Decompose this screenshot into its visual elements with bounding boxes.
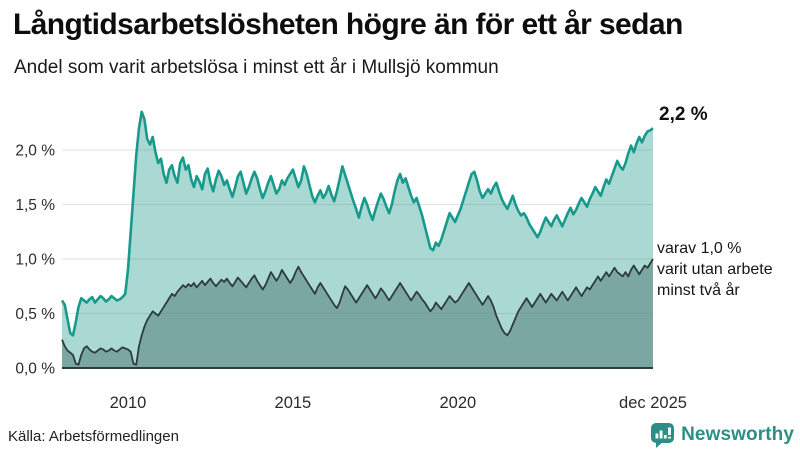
newsworthy-brand-link[interactable]: Newsworthy: [650, 422, 794, 448]
latest-value-annotation: 2,2 %: [659, 104, 708, 125]
y-axis-tick-label: 0,5 %: [15, 306, 55, 323]
two-year-series-annotation: varav 1,0 % varit utan arbete minst två …: [657, 238, 773, 301]
y-axis-tick-label: 2,0 %: [15, 143, 55, 160]
y-axis-tick-label: 1,0 %: [15, 252, 55, 269]
annotation-line: minst två år: [657, 282, 740, 299]
source-credit: Källa: Arbetsförmedlingen: [8, 428, 179, 445]
annotation-line: varit utan arbete: [657, 261, 773, 278]
y-axis-tick-label: 1,5 %: [15, 197, 55, 214]
page-title: Långtidsarbetslösheten högre än för ett …: [13, 8, 683, 41]
brand-name: Newsworthy: [681, 424, 794, 445]
x-axis-tick-label: 2020: [439, 394, 476, 412]
line-total-at-least-one-year: [60, 110, 654, 337]
x-axis-tick-label: dec 2025: [619, 394, 687, 412]
newsworthy-logo-icon: [651, 422, 675, 448]
annotation-line: varav 1,0 %: [657, 240, 742, 257]
x-axis-tick-label: 2015: [275, 394, 312, 412]
y-axis-tick-label: 0,0 %: [15, 361, 55, 378]
area-at-least-two-years: [62, 259, 653, 368]
chart-subtitle: Andel som varit arbetslösa i minst ett å…: [14, 57, 499, 78]
x-axis-tick-label: 2010: [110, 394, 147, 412]
line-at-least-two-years: [61, 258, 654, 366]
